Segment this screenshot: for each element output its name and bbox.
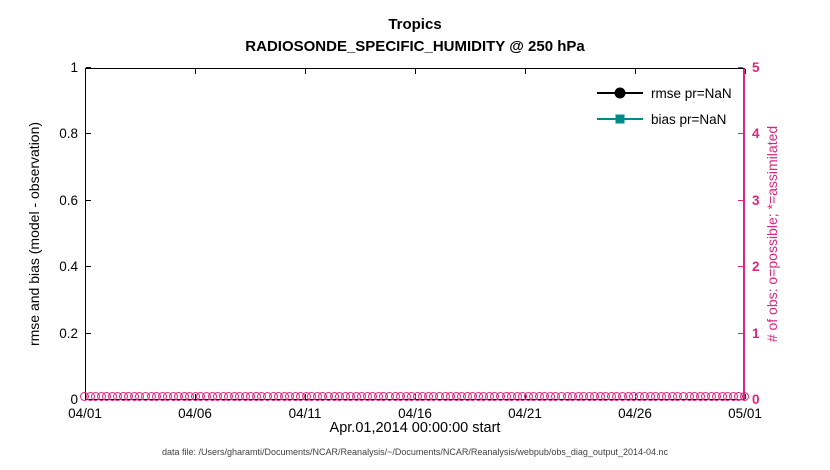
x-tick-label: 04/26 (618, 406, 652, 421)
x-tick-mark-top (414, 69, 416, 74)
left-tick-mark (86, 266, 91, 268)
legend: rmse pr=NaN bias pr=NaN (597, 80, 732, 132)
left-tick-mark (86, 199, 91, 201)
right-tick-label: 3 (752, 192, 760, 208)
plot-subtitle: RADIOSONDE_SPECIFIC_HUMIDITY @ 250 hPa (245, 38, 585, 55)
x-tick-mark-top (304, 69, 306, 74)
left-tick-label: 0.6 (59, 192, 78, 208)
bias-line-sample (597, 114, 643, 124)
bias-square-marker-icon (615, 114, 625, 124)
rmse-line-sample (597, 87, 643, 99)
x-tick-mark-top (744, 69, 746, 74)
left-axis-label: rmse and bias (model - observation) (26, 121, 42, 347)
x-tick-mark-top (634, 69, 636, 74)
x-tick-mark-top (194, 69, 196, 74)
left-tick-mark (86, 133, 91, 135)
left-tick-label: 0.4 (59, 259, 78, 275)
x-tick-label: 04/11 (288, 406, 322, 421)
x-tick-label: 05/01 (728, 406, 762, 421)
x-tick-label: 04/16 (398, 406, 432, 421)
legend-label-bias: bias pr=NaN (651, 111, 727, 127)
plot-title: Tropics (388, 16, 442, 33)
x-tick-label: 04/21 (508, 406, 542, 421)
plot-area (85, 68, 745, 400)
right-tick-label: 0 (752, 392, 760, 407)
left-tick-label: 0.8 (59, 126, 78, 142)
legend-label-rmse: rmse pr=NaN (651, 85, 732, 101)
right-tick-label: 1 (752, 325, 760, 341)
x-tick-mark-top (524, 69, 526, 74)
left-tick-label: 0 (70, 392, 78, 407)
legend-item-bias: bias pr=NaN (597, 106, 732, 132)
x-axis-label: Apr.01,2014 00:00:00 start (329, 420, 501, 436)
x-tick-label: 04/01 (68, 406, 102, 421)
right-tick-label: 5 (752, 60, 760, 75)
right-axis-label: # of obs: o=possible; *=assimilated (764, 125, 780, 343)
right-tick-label: 4 (752, 126, 760, 142)
obs-possible-marker-icon (740, 392, 749, 401)
right-tick-mark (738, 133, 743, 135)
x-tick-label: 04/06 (178, 406, 212, 421)
x-tick-mark-top (84, 69, 86, 74)
right-tick-label: 2 (752, 259, 760, 275)
left-tick-mark (86, 67, 91, 68)
right-tick-mark (738, 266, 743, 268)
rmse-circle-marker-icon (614, 87, 626, 99)
right-tick-mark (738, 332, 743, 334)
right-tick-mark (738, 199, 743, 201)
left-tick-label: 1 (70, 60, 78, 75)
data-file-caption: data file: /Users/gharamti/Documents/NCA… (161, 447, 668, 457)
right-tick-mark (738, 67, 743, 68)
legend-item-rmse: rmse pr=NaN (597, 80, 732, 106)
left-tick-label: 0.2 (59, 325, 78, 341)
left-tick-mark (86, 332, 91, 334)
